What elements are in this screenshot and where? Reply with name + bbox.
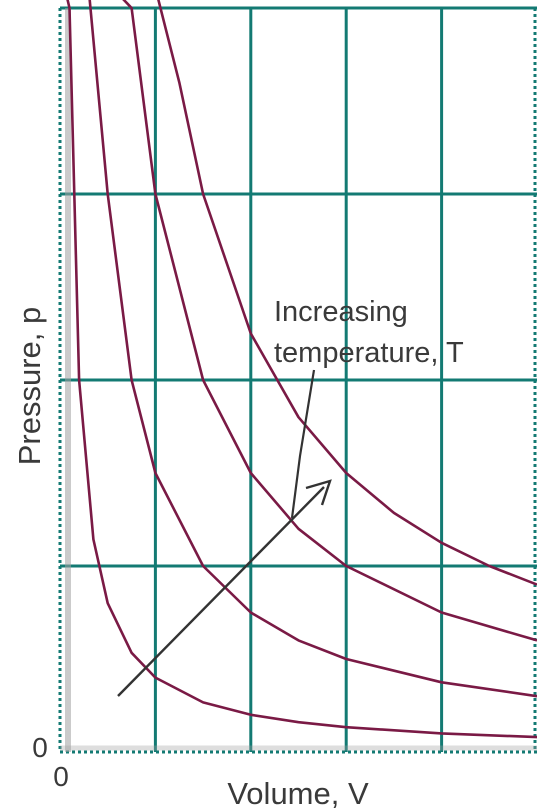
annotation-leader-line [290, 369, 316, 519]
isotherm-curve-3 [122, 0, 537, 642]
x-axis-label: Volume, V [227, 776, 369, 810]
y-tick-label-0: 0 [32, 732, 48, 763]
axis-layer [58, 8, 537, 754]
increasing-arrow-shaft [117, 486, 325, 697]
y-axis-label: Pressure, p [12, 307, 47, 466]
increasing-arrow-head [305, 479, 332, 506]
curve-layer [66, 0, 537, 739]
isotherm-curve-2 [88, 0, 537, 698]
grid-layer [60, 6, 537, 752]
x-tick-label-0: 0 [53, 761, 69, 792]
annotation-line-2: temperature, T [274, 337, 464, 369]
arrow-layer [117, 369, 332, 697]
isotherm-curve-1 [66, 0, 537, 739]
isotherm-curve-4 [157, 0, 537, 586]
annotation-line-1: Increasing [274, 296, 408, 328]
